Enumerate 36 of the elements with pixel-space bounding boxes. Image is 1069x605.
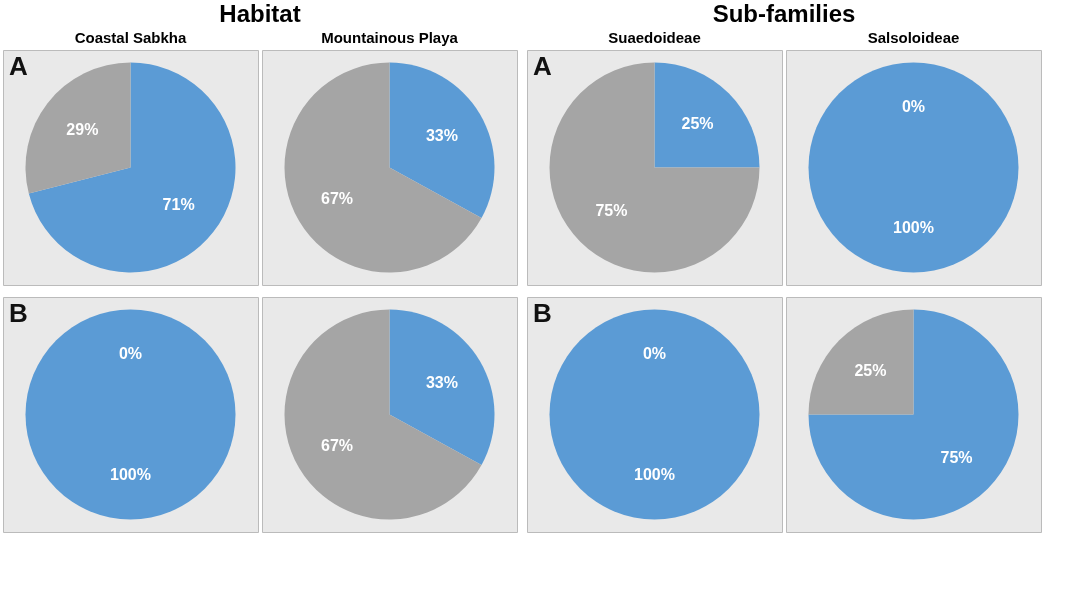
text: Habitat (219, 0, 301, 27)
pie-slice (808, 309, 1019, 520)
pie-slice (25, 62, 131, 194)
pie-slice (284, 62, 482, 273)
text: Sub-families (712, 0, 856, 27)
data-label: 67% (321, 436, 354, 454)
text: A (533, 51, 552, 81)
data-label: 100% (634, 466, 675, 484)
data-label: 33% (425, 127, 458, 145)
chart-title: Salsoloideae (867, 29, 960, 46)
pie-slice (549, 62, 760, 273)
chart-title: Mountainous Playa (321, 29, 459, 46)
data-label: 100% (110, 466, 151, 484)
pie-slice (389, 62, 495, 219)
data-label: 33% (425, 374, 458, 392)
text: B (533, 298, 552, 328)
text: B (9, 298, 28, 328)
text: 0% (118, 344, 143, 362)
pie-slice (654, 62, 760, 168)
data-label: 67% (321, 189, 354, 207)
data-label: 75% (595, 201, 628, 219)
chart-title: Suaedoideae (608, 29, 701, 46)
data-label: 71% (162, 195, 195, 213)
pie-slice (808, 309, 914, 415)
data-label: 75% (940, 448, 973, 466)
pie-slice (284, 309, 482, 520)
pie-slice (28, 62, 236, 273)
text: A (9, 51, 28, 81)
text: 0% (642, 344, 667, 362)
chart-title: Coastal Sabkha (74, 29, 188, 46)
data-label: 25% (854, 362, 887, 380)
pie-slice (389, 309, 495, 466)
data-label: 29% (66, 121, 99, 139)
text: 0% (901, 97, 926, 115)
data-label: 100% (893, 219, 934, 237)
data-label: 25% (681, 115, 714, 133)
